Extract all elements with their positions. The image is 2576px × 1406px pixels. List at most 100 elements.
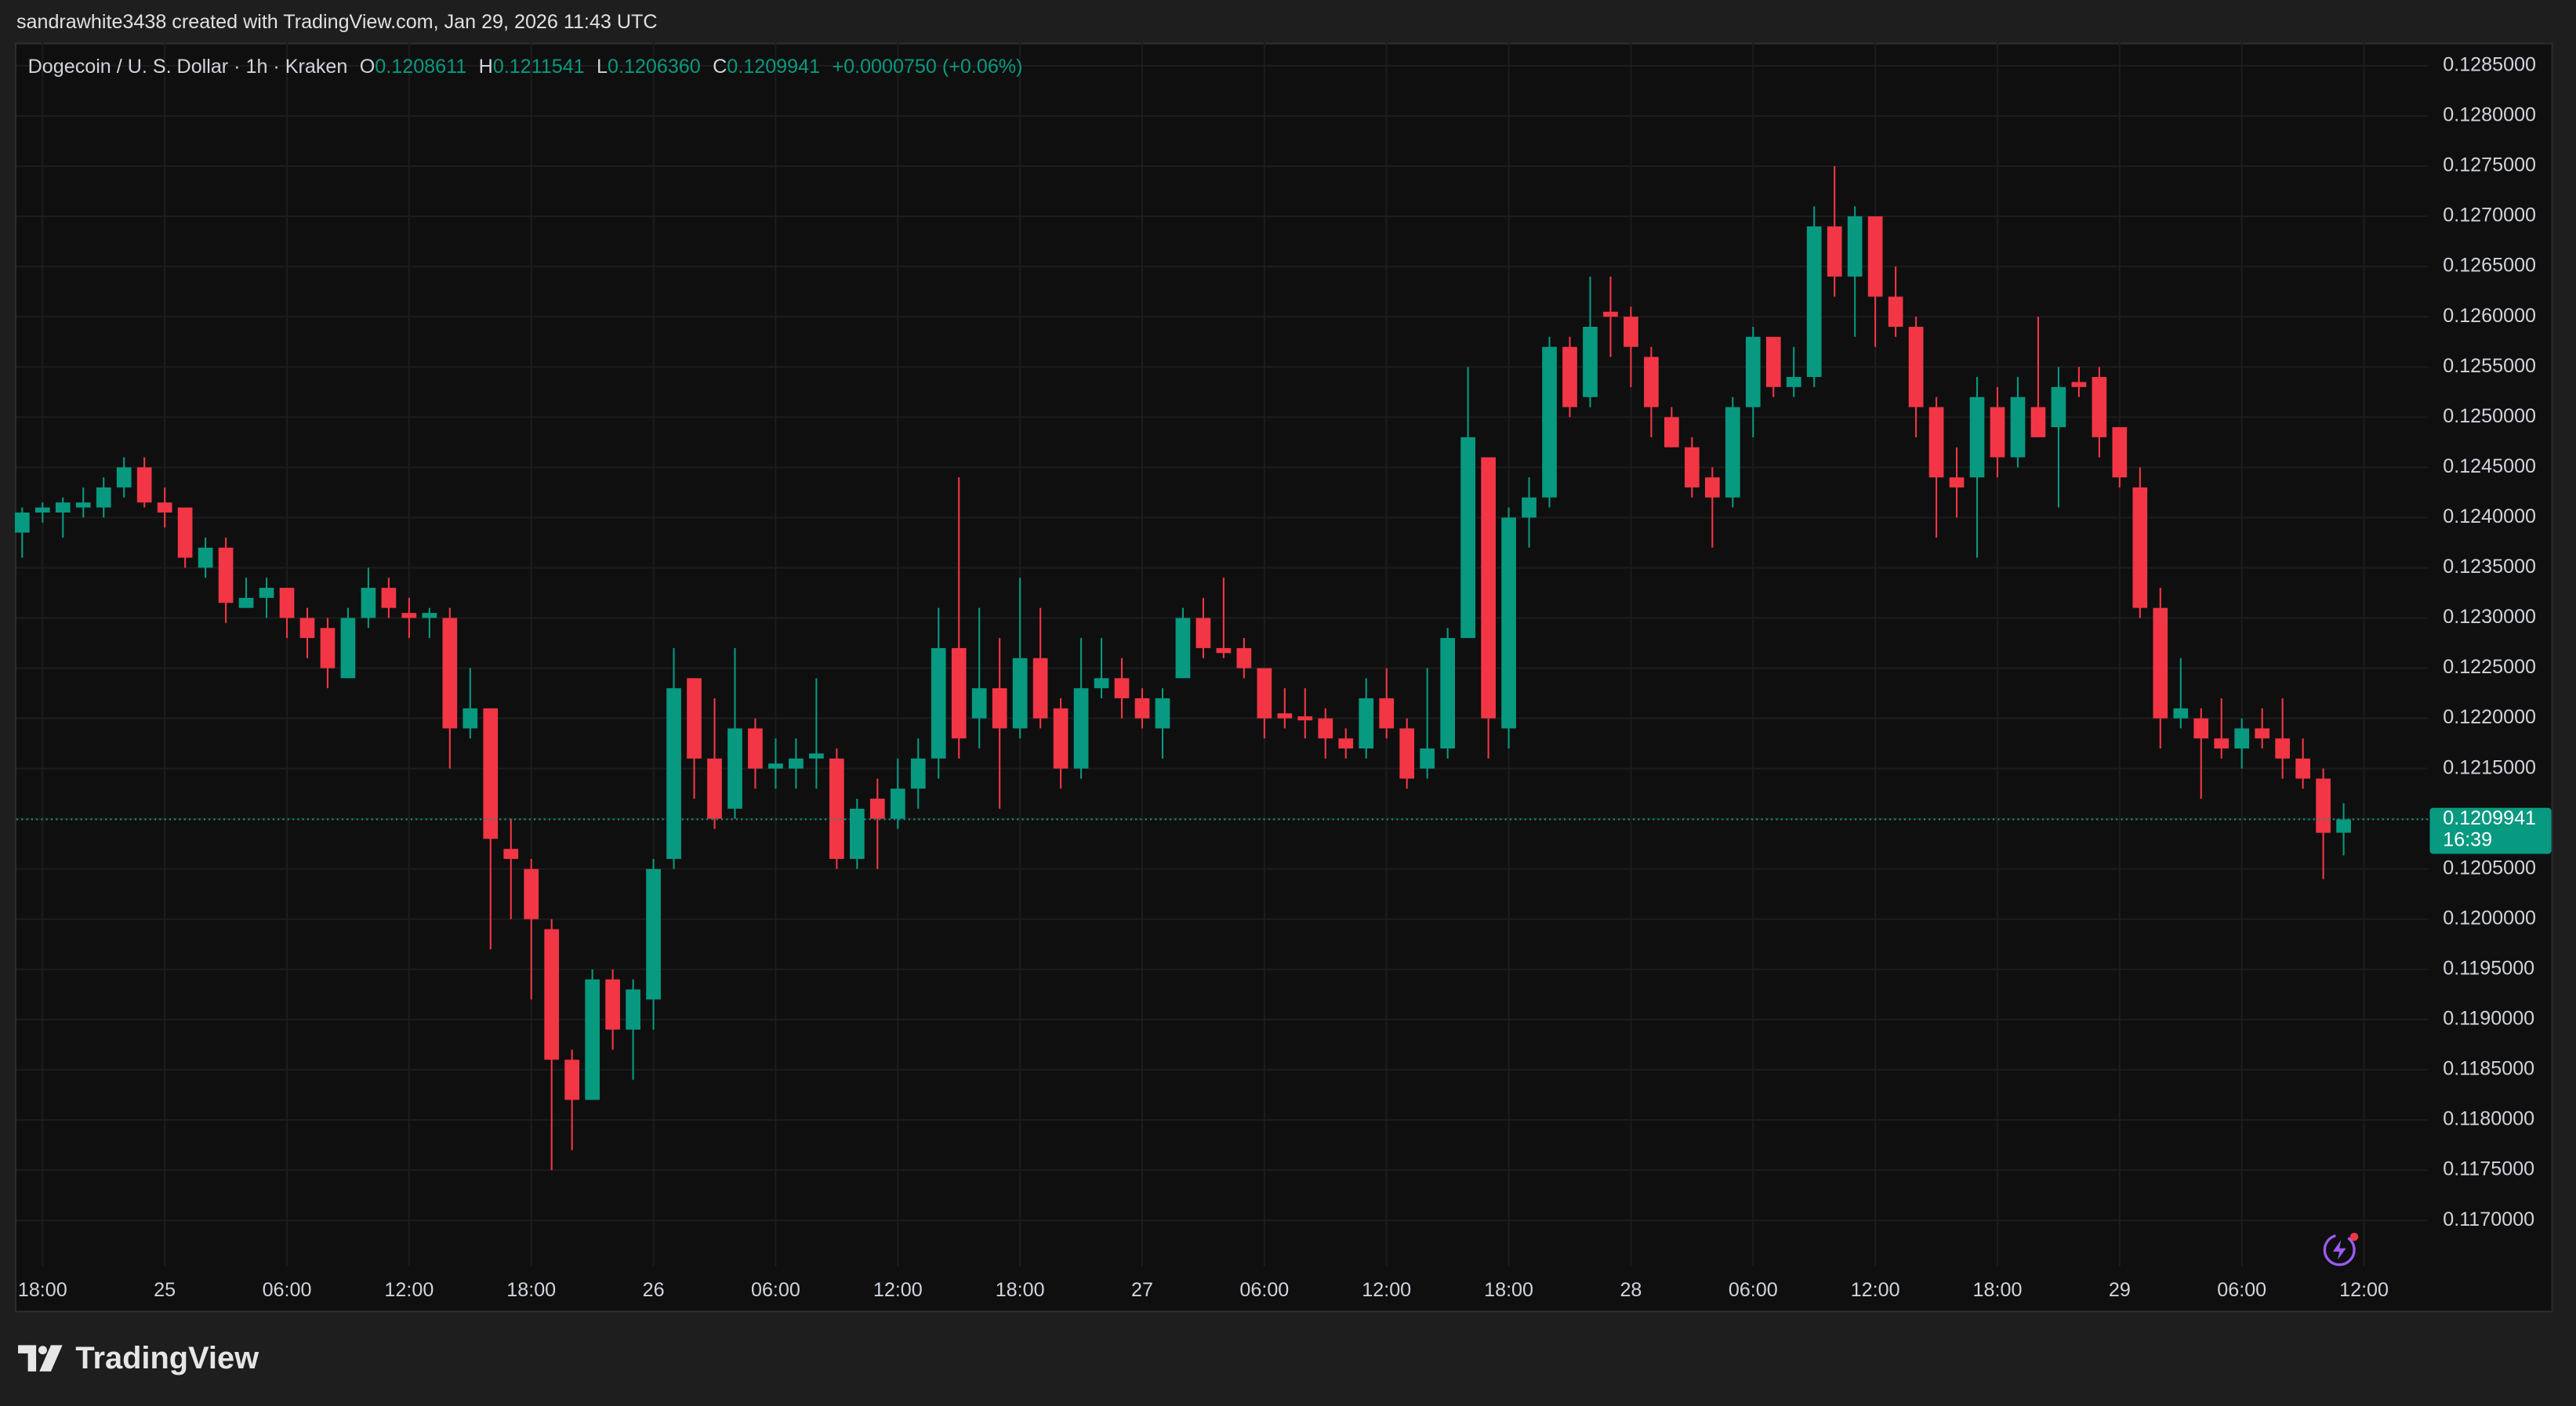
- x-tick-label: 18:00: [996, 1279, 1045, 1301]
- legend-key: L: [597, 56, 608, 78]
- candle-body: [809, 753, 824, 759]
- candle-body: [1990, 407, 2005, 458]
- candle-body: [2173, 708, 2189, 719]
- x-tick-label: 06:00: [1729, 1279, 1778, 1301]
- y-tick-label: 0.1190000: [2443, 1008, 2534, 1030]
- candle-body: [748, 728, 763, 769]
- candle-body: [1949, 477, 1965, 487]
- candle-body: [34, 507, 50, 513]
- candle-body: [829, 758, 844, 859]
- candle-body: [2295, 758, 2310, 779]
- candle-body: [2214, 738, 2230, 749]
- candle-body: [544, 929, 560, 1060]
- candle-body: [1236, 647, 1252, 669]
- y-tick-label: 0.1205000: [2443, 857, 2536, 879]
- candle-body: [1114, 678, 1130, 698]
- candle-body: [2071, 382, 2087, 387]
- candle-body: [2092, 377, 2107, 437]
- y-tick-label: 0.1180000: [2443, 1108, 2534, 1130]
- candle-body: [1765, 336, 1781, 387]
- candles: [14, 165, 2429, 1171]
- brand-name: TradingView: [75, 1341, 259, 1375]
- legend-key: C: [713, 56, 727, 78]
- candle-body: [1542, 346, 1557, 498]
- candle-body: [2030, 407, 2046, 437]
- candle-body: [585, 979, 600, 1100]
- candle-body: [1338, 738, 1354, 749]
- y-tick-label: 0.1250000: [2443, 405, 2536, 427]
- candle-body: [381, 588, 397, 608]
- candle-body: [849, 808, 865, 859]
- x-tick-label: 06:00: [263, 1279, 312, 1301]
- y-tick-label: 0.1175000: [2443, 1158, 2534, 1180]
- candle-body: [1664, 417, 1679, 448]
- x-tick-label: 18:00: [506, 1279, 556, 1301]
- candle-body: [1583, 326, 1598, 397]
- candle-body: [910, 758, 926, 789]
- candle-body: [198, 547, 213, 568]
- chart-panel: [14, 42, 2553, 1313]
- candle-body: [646, 868, 661, 1000]
- candle-body: [218, 547, 234, 603]
- y-tick-label: 0.1255000: [2443, 355, 2536, 377]
- legend-change: +0.0000750 (+0.06%): [832, 56, 1022, 78]
- candle-body: [361, 588, 376, 618]
- candle-body: [1806, 226, 1822, 378]
- candle-body: [707, 758, 722, 819]
- candle-body: [1522, 497, 1537, 518]
- logo-mark: [38, 1346, 47, 1355]
- x-tick-label: 06:00: [751, 1279, 800, 1301]
- assistant-icon[interactable]: [2323, 1232, 2359, 1266]
- candle-body: [2193, 718, 2209, 739]
- candle-body: [1704, 477, 1720, 498]
- candle-body: [1094, 678, 1109, 689]
- candle-body: [1359, 698, 1374, 749]
- candle-body: [503, 849, 519, 859]
- x-tick-label: 18:00: [1484, 1279, 1533, 1301]
- candle-body: [2112, 427, 2128, 478]
- candle-body: [1032, 658, 1048, 719]
- candle-body: [931, 647, 946, 759]
- legend-key: O: [360, 56, 376, 78]
- candle-body: [1277, 713, 1293, 719]
- brand-logo: [18, 1345, 63, 1372]
- candle-body: [890, 788, 905, 819]
- icon-ring: [2323, 1234, 2356, 1266]
- y-tick-label: 0.1275000: [2443, 154, 2536, 176]
- candle-body: [1867, 216, 1883, 297]
- last-price-box: [2429, 807, 2552, 854]
- x-tick-label: 27: [1131, 1279, 1153, 1301]
- candle-body: [1420, 748, 1435, 769]
- legend: Dogecoin / U. S. Dollar · 1h · Kraken O0…: [28, 56, 1023, 78]
- candle-body: [992, 688, 1007, 729]
- y-tick-label: 0.1215000: [2443, 756, 2536, 778]
- candle-body: [1928, 407, 1944, 478]
- candle-body: [1440, 638, 1455, 749]
- candle-body: [1175, 618, 1191, 679]
- candle-body: [605, 979, 620, 1030]
- y-tick-label: 0.1195000: [2443, 958, 2534, 980]
- candle-body: [1195, 618, 1211, 648]
- y-tick-label: 0.1245000: [2443, 455, 2536, 477]
- y-tick-label: 0.1225000: [2443, 656, 2536, 678]
- x-tick-label: 29: [2109, 1279, 2131, 1301]
- legend-key: H: [479, 56, 493, 78]
- x-tick-label: 28: [1620, 1279, 1642, 1301]
- candle-body: [401, 613, 417, 618]
- candle-body: [869, 799, 885, 819]
- candle-body: [96, 487, 111, 508]
- icon-bolt: [2332, 1240, 2346, 1260]
- y-tick-label: 0.1185000: [2443, 1058, 2534, 1080]
- candle-body: [1827, 226, 1842, 277]
- candle-body: [1399, 728, 1415, 779]
- x-tick-label: 25: [154, 1279, 176, 1301]
- candle-body: [2051, 386, 2066, 428]
- candle-body: [2132, 487, 2148, 608]
- candle-body: [157, 502, 172, 513]
- candle-body: [1969, 397, 1985, 478]
- candle-body: [1012, 658, 1028, 729]
- candle-body: [483, 708, 499, 839]
- legend-value: 0.1208611: [375, 56, 466, 78]
- legend-value: 0.1206360: [608, 56, 701, 78]
